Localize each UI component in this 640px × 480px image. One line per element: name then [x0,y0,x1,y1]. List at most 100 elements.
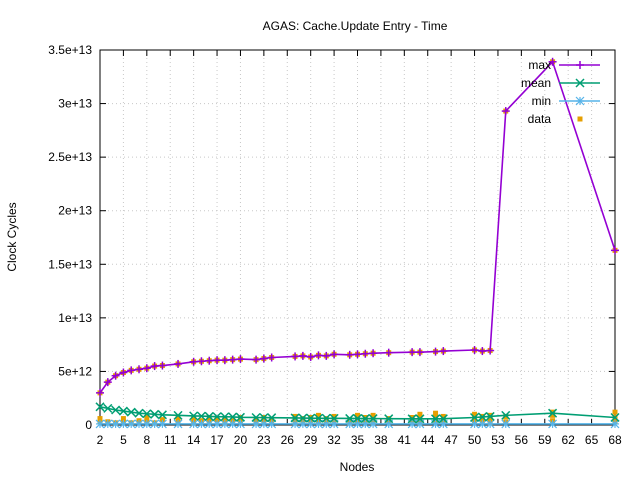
series-point-mean [290,413,300,423]
x-tick-label: 32 [327,433,341,447]
series-point-max [415,348,424,357]
data-point [550,412,556,418]
x-tick-label: 56 [515,433,529,447]
x-tick-label: 59 [538,433,552,447]
series-point-min [189,419,199,429]
data-point [253,417,259,423]
series-point-min [126,419,136,429]
series-point-max [611,246,619,255]
x-tick-label: 20 [234,433,248,447]
series-point-mean [251,412,261,423]
legend-item-max: max [528,58,600,72]
series-point-min [220,419,230,429]
x-tick-label: 68 [608,433,622,447]
series-point-mean [415,414,425,424]
series-point-max [213,356,222,365]
data-point [487,412,493,418]
x-tick-label: 26 [281,433,295,447]
series-point-mean [212,412,222,422]
series-point-max [158,361,167,370]
legend-item-min: min [532,94,600,108]
data-point [144,415,150,420]
series-point-mean [477,412,487,422]
series-point-max [197,357,206,366]
series-point-max [470,346,479,354]
series-point-max [119,368,128,377]
legend-item-mean: mean [521,76,600,90]
series-point-min [477,419,487,429]
series-point-min [228,419,238,429]
x-tick-label: 47 [444,433,458,447]
x-tick-label: 65 [585,433,599,447]
y-tick-label: 1.5e+13 [48,257,92,271]
x-tick-label: 11 [164,433,177,447]
x-tick-label: 5 [120,433,127,447]
series-point-max [236,355,245,364]
series-point-min [173,419,183,429]
series-point-mean [329,413,339,423]
series-point-mean [95,402,105,412]
series-point-max [306,352,315,361]
data-point [355,412,360,418]
series-point-max [220,356,229,365]
data-point [292,413,298,419]
series-point-max [291,352,300,361]
legend-label: mean [521,76,551,90]
series-point-min [118,419,128,429]
legend-marker [575,96,585,106]
series-point-max [228,355,237,364]
series-point-max [111,371,120,380]
series-point-max [322,351,331,360]
series-point-mean [313,413,324,423]
x-tick-label: 17 [210,433,224,447]
series-point-mean [118,406,128,416]
series-point-max [142,364,151,373]
series-point-mean [407,414,417,424]
series-point-min [204,419,214,429]
y-tick-label: 3e+13 [58,97,92,111]
series-point-min [501,419,511,429]
data-point [292,417,298,423]
series-point-min [111,419,121,429]
y-tick-label: 2e+13 [58,204,92,218]
series-point-mean [360,414,370,424]
series-point-mean [235,412,245,422]
series-point-mean [501,410,511,420]
series-point-max [353,350,362,359]
series-point-max [431,347,440,356]
data-point [612,409,618,415]
series-point-max [252,355,261,364]
series-point-min [251,419,261,429]
series-point-max [501,107,510,116]
series-point-mean [438,414,448,424]
data-point [331,413,337,419]
series-point-mean [430,414,441,424]
series-point-mean [345,413,355,423]
data-point [222,416,228,422]
series-point-max [345,350,354,359]
data-point [315,412,321,418]
data-point [550,409,556,415]
series-point-min [470,419,479,429]
legend-label: min [532,94,551,108]
series-point-min [236,419,245,429]
x-tick-label: 29 [304,433,318,447]
series-point-max [439,347,448,356]
series-point-mean [173,410,183,420]
legend-marker [575,78,585,88]
y-axis-label: Clock Cycles [5,202,19,271]
series-point-max [361,349,370,358]
series-point-max [408,348,417,357]
series-point-min [142,419,152,429]
series-point-max [486,346,495,355]
data-point [472,411,478,417]
series-point-max [259,354,268,363]
x-tick-label: 23 [257,433,271,447]
series-point-max [548,57,557,66]
series-point-min [197,419,206,429]
series-point-max [96,388,104,397]
series-point-max [135,365,144,374]
series-point-min [212,419,222,429]
